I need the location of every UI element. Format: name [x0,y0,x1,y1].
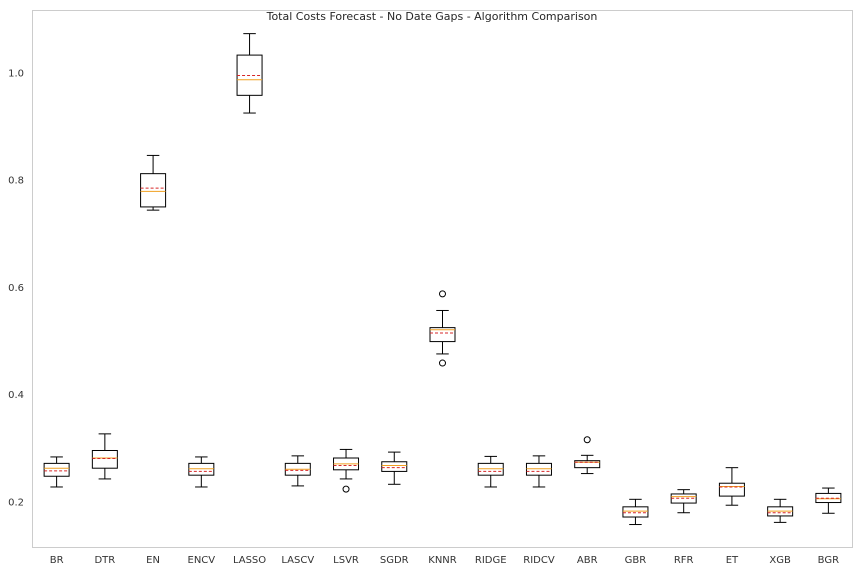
x-tick-label-encv: ENCV [188,555,216,566]
box-abr [574,460,601,469]
box-ridcv [525,462,552,476]
x-tick-label-gbr: GBR [625,555,647,566]
x-tick-label-xgb: XGB [769,555,791,566]
box-knnr [429,327,456,343]
x-tick-label-rfr: RFR [674,555,694,566]
x-tick-label-ridcv: RIDCV [523,555,555,566]
outlier-knnr [439,359,446,367]
x-tick-label-abr: ABR [577,555,598,566]
y-tick-label: 1.0 [8,68,24,79]
y-tick-label: 0.4 [8,390,24,401]
x-tick-label-br: BR [50,555,64,566]
outlier-knnr [439,290,446,298]
box-encv [188,462,215,476]
x-tick-label-ridge: RIDGE [475,555,507,566]
x-tick-label-lasso: LASSO [233,555,266,566]
plot-frame [32,10,853,548]
box-et [718,482,745,497]
x-tick-label-en: EN [146,555,160,566]
x-tick-label-et: ET [726,555,739,566]
y-tick-label: 0.6 [8,283,24,294]
y-tick-label: 0.8 [8,176,24,187]
outlier-lsvr [342,485,350,493]
box-gbr [622,506,649,518]
x-tick-label-bgr: BGR [818,555,839,566]
box-dtr [91,449,118,469]
chart-title: Total Costs Forecast - No Date Gaps - Al… [266,10,598,23]
box-br [43,462,70,477]
y-tick-label: 0.2 [8,498,24,509]
x-tick-label-knnr: KNNR [428,555,457,566]
x-tick-label-sgdr: SGDR [380,555,409,566]
box-ridge [477,462,504,476]
box-en [140,173,167,208]
x-tick-label-lsvr: LSVR [333,555,359,566]
box-sgdr [381,461,408,472]
outlier-abr [583,436,591,444]
x-tick-label-lascv: LASCV [281,555,314,566]
plot-layer: 0.2 0.4 0.6 0.8 1.0 BR DTR EN ENCV LASSO LASCV LSVR… [8,33,842,566]
x-tick-label-dtr: DTR [94,555,115,566]
